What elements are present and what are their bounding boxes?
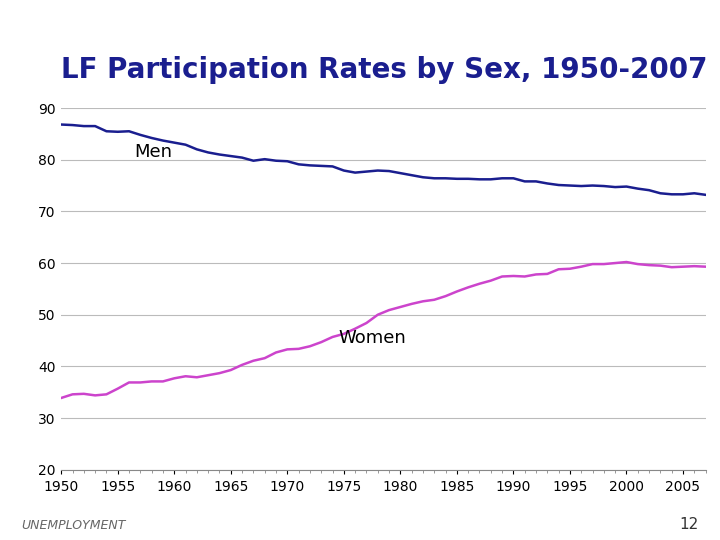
Text: Men: Men — [135, 143, 173, 161]
Text: UNEMPLOYMENT: UNEMPLOYMENT — [22, 519, 126, 532]
Text: 12: 12 — [679, 517, 698, 532]
Text: Women: Women — [338, 329, 406, 347]
Text: LF Participation Rates by Sex, 1950-2007: LF Participation Rates by Sex, 1950-2007 — [61, 56, 708, 84]
